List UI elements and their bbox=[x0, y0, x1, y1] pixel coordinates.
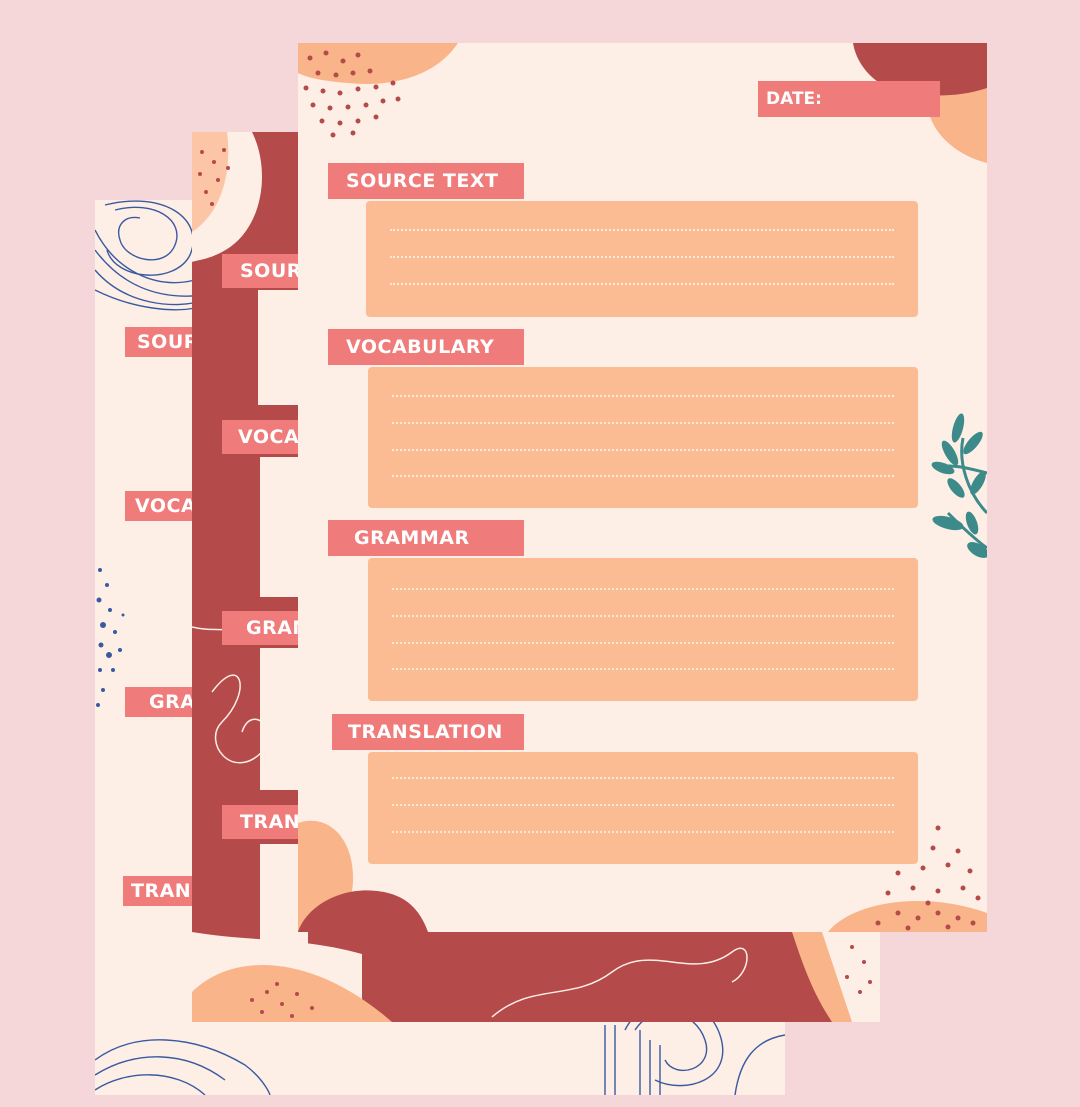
writing-line bbox=[392, 615, 894, 617]
writing-line bbox=[390, 283, 894, 285]
writing-line bbox=[392, 395, 894, 397]
grammar-box[interactable] bbox=[368, 558, 918, 701]
writing-line bbox=[392, 831, 894, 833]
vocabulary-box[interactable] bbox=[368, 367, 918, 508]
writing-line bbox=[390, 256, 894, 258]
source-text-box[interactable] bbox=[366, 201, 918, 317]
date-label: DATE: bbox=[758, 81, 940, 117]
front-sheet: DATE: SOURCE TEXT VOCABULARY GRAMMAR TRA… bbox=[298, 43, 987, 932]
writing-line bbox=[392, 642, 894, 644]
middle-label-vocabulary: VOCA bbox=[222, 420, 312, 454]
dot-cluster-icon bbox=[303, 50, 401, 138]
blob-icon bbox=[298, 43, 987, 932]
writing-line bbox=[392, 449, 894, 451]
middle-label-translation: TRAN bbox=[222, 805, 312, 839]
section-label-vocabulary: VOCABULARY bbox=[328, 329, 524, 365]
section-label-grammar: GRAMMAR bbox=[328, 520, 524, 556]
writing-line bbox=[392, 422, 894, 424]
section-label-translation: TRANSLATION bbox=[332, 714, 524, 750]
leaf-icon bbox=[931, 413, 987, 558]
middle-label-grammar: GRAM bbox=[222, 611, 312, 645]
writing-line bbox=[392, 588, 894, 590]
writing-line bbox=[392, 777, 894, 779]
section-label-source-text: SOURCE TEXT bbox=[328, 163, 524, 199]
blob-icon bbox=[192, 132, 880, 1022]
writing-line bbox=[392, 668, 894, 670]
writing-line bbox=[392, 475, 894, 477]
dot-cluster-icon bbox=[96, 568, 125, 707]
writing-line bbox=[390, 229, 894, 231]
writing-line bbox=[392, 804, 894, 806]
translation-box[interactable] bbox=[368, 752, 918, 864]
middle-label-source: SOUR bbox=[222, 254, 312, 288]
